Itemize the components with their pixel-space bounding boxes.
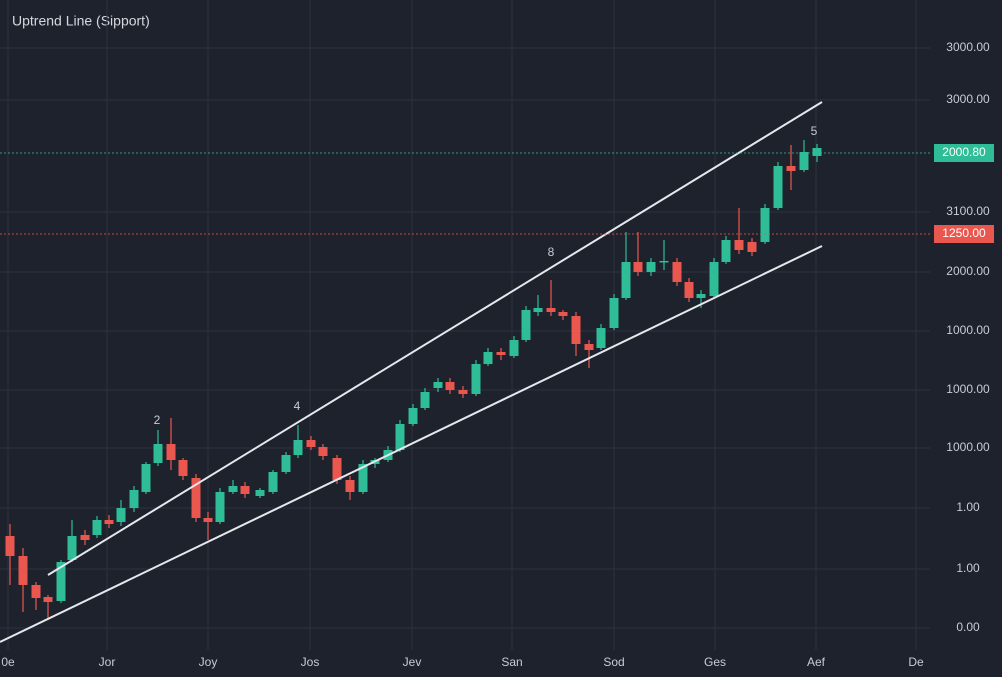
candle-body (786, 166, 796, 171)
candle-body (433, 382, 443, 388)
y-tick-label: 1000.00 (946, 382, 990, 396)
candle-body (420, 392, 430, 408)
candle-body (812, 148, 822, 156)
candle-body (203, 518, 213, 522)
candle-body (178, 460, 188, 476)
candle-body (318, 447, 328, 456)
candle-body (747, 242, 757, 252)
candle-body (571, 316, 581, 344)
candle-body (471, 364, 481, 394)
y-tick-label: 3000.00 (946, 40, 990, 54)
candle-body (153, 444, 163, 463)
trend-line (0, 245, 823, 643)
candle-body (483, 352, 493, 364)
candle-body (80, 535, 90, 540)
x-tick-label: 0e (1, 655, 15, 669)
candle-body (67, 536, 77, 560)
candle-body (293, 440, 303, 455)
candle-body (558, 312, 568, 316)
candle-body (659, 261, 669, 263)
candle-body (609, 298, 619, 328)
candle-body (358, 464, 368, 492)
candle-body (332, 458, 342, 480)
y-tick-label: 2000.00 (946, 264, 990, 278)
candle-body (215, 492, 225, 522)
candle-body (646, 262, 656, 272)
price-tag (934, 225, 994, 243)
candle-body (116, 508, 126, 522)
annotation: 4 (294, 399, 301, 413)
candle-body (18, 556, 28, 585)
candle-body (584, 344, 594, 350)
candle-body (596, 328, 606, 348)
candle-body (408, 408, 418, 424)
y-tick-label: 3100.00 (946, 204, 990, 218)
candle-body (129, 490, 139, 508)
x-tick-label: De (908, 655, 924, 669)
candle-body (734, 240, 744, 250)
x-tick-label: San (501, 655, 522, 669)
candle-body (496, 352, 506, 355)
x-tick-label: Sod (603, 655, 624, 669)
candle-body (141, 464, 151, 492)
candle-body (533, 308, 543, 312)
candle-body (56, 562, 66, 601)
candle-body (92, 520, 102, 535)
candle-body (240, 486, 250, 494)
candle-body (633, 262, 643, 272)
candle-body (306, 440, 316, 447)
candle-body (268, 472, 278, 492)
candle-body (345, 480, 355, 492)
candle-body (509, 340, 519, 356)
price-tag (934, 144, 994, 162)
price-tag-label: 1250.00 (942, 226, 986, 240)
candle-body (43, 597, 53, 602)
candle-body (672, 262, 682, 282)
candle-body (445, 382, 455, 390)
chart-title: Uptrend Line (Sipport) (12, 13, 150, 29)
candle-body (546, 308, 556, 312)
candle-body (255, 490, 265, 496)
candle-body (521, 310, 531, 340)
candle-body (684, 282, 694, 298)
annotation: 5 (811, 124, 818, 138)
candle-body (5, 536, 15, 556)
x-tick-label: Ges (704, 655, 726, 669)
x-tick-label: Jor (99, 655, 116, 669)
candle-body (773, 166, 783, 208)
candle-body (458, 390, 468, 394)
trend-line (47, 101, 823, 576)
candle-body (228, 486, 238, 492)
candle-body (104, 520, 114, 524)
candle-body (191, 478, 201, 518)
annotation: 2 (154, 413, 161, 427)
y-tick-label: 1000.00 (946, 440, 990, 454)
candle-body (696, 294, 706, 298)
x-tick-label: Jos (301, 655, 320, 669)
candle-body (166, 444, 176, 460)
candle-body (395, 424, 405, 450)
candle-body (799, 152, 809, 170)
annotation: 8 (548, 245, 555, 259)
y-tick-label: 1.00 (956, 561, 980, 575)
candle-body (709, 262, 719, 296)
candle-body (31, 585, 41, 598)
candle-body (721, 240, 731, 262)
y-tick-label: 3000.00 (946, 92, 990, 106)
candle-body (281, 455, 291, 472)
x-tick-label: Aef (807, 655, 826, 669)
x-tick-label: Joy (199, 655, 218, 669)
y-tick-label: 0.00 (956, 620, 980, 634)
y-tick-label: 1.00 (956, 500, 980, 514)
y-tick-label: 1000.00 (946, 323, 990, 337)
price-tag-label: 2000.80 (942, 145, 986, 159)
candle-body (621, 262, 631, 298)
candle-body (760, 208, 770, 242)
x-tick-label: Jev (403, 655, 422, 669)
